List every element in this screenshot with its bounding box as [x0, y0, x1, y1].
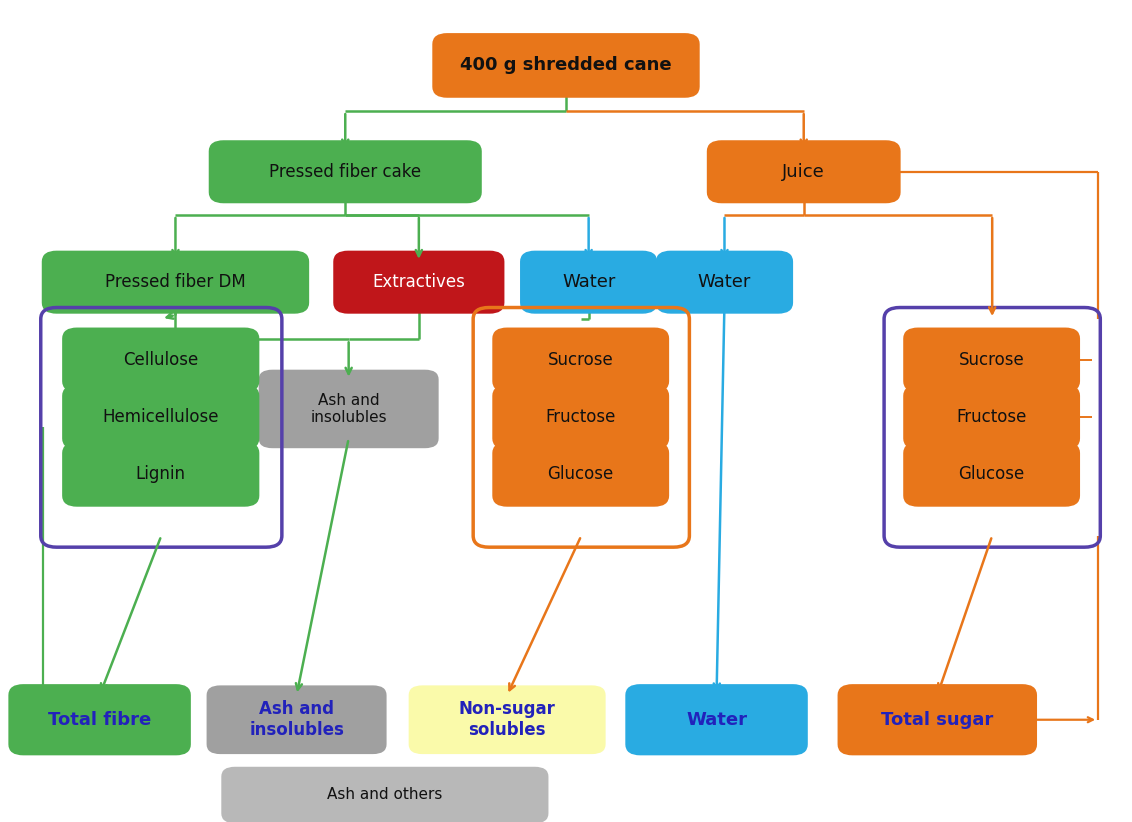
Text: Fructose: Fructose	[546, 408, 616, 426]
Text: Sucrose: Sucrose	[959, 351, 1024, 369]
Text: Sucrose: Sucrose	[548, 351, 614, 369]
Text: Water: Water	[561, 273, 616, 291]
FancyBboxPatch shape	[63, 329, 258, 391]
FancyBboxPatch shape	[709, 141, 899, 202]
FancyBboxPatch shape	[63, 386, 258, 448]
Text: Extractives: Extractives	[372, 273, 465, 291]
FancyBboxPatch shape	[409, 686, 606, 754]
Text: Juice: Juice	[782, 163, 825, 181]
Text: Pressed fiber cake: Pressed fiber cake	[269, 163, 421, 181]
Text: Lignin: Lignin	[136, 465, 186, 483]
FancyBboxPatch shape	[206, 686, 387, 754]
FancyBboxPatch shape	[43, 252, 308, 312]
Text: Total sugar: Total sugar	[881, 711, 994, 729]
Text: Water: Water	[697, 273, 752, 291]
Text: Ash and
insolubles: Ash and insolubles	[249, 700, 344, 739]
FancyBboxPatch shape	[904, 329, 1079, 391]
FancyBboxPatch shape	[434, 35, 698, 96]
Text: Ash and others: Ash and others	[327, 787, 443, 802]
FancyBboxPatch shape	[63, 443, 258, 506]
Text: Fructose: Fructose	[957, 408, 1027, 426]
FancyBboxPatch shape	[904, 386, 1079, 448]
FancyBboxPatch shape	[335, 252, 503, 312]
FancyBboxPatch shape	[839, 686, 1036, 754]
Text: Hemicellulose: Hemicellulose	[103, 408, 218, 426]
Text: 400 g shredded cane: 400 g shredded cane	[461, 57, 671, 75]
FancyBboxPatch shape	[222, 767, 549, 822]
Text: Ash and
insolubles: Ash and insolubles	[310, 393, 387, 425]
FancyBboxPatch shape	[521, 252, 657, 312]
FancyBboxPatch shape	[657, 252, 792, 312]
FancyBboxPatch shape	[9, 686, 189, 754]
FancyBboxPatch shape	[258, 370, 438, 448]
FancyBboxPatch shape	[904, 443, 1079, 506]
Text: Non-sugar
solubles: Non-sugar solubles	[458, 700, 556, 739]
FancyBboxPatch shape	[494, 329, 668, 391]
FancyBboxPatch shape	[494, 386, 668, 448]
Text: Glucose: Glucose	[959, 465, 1024, 483]
Text: Total fibre: Total fibre	[48, 711, 152, 729]
FancyBboxPatch shape	[494, 443, 668, 506]
Text: Pressed fiber DM: Pressed fiber DM	[105, 273, 246, 291]
Text: Glucose: Glucose	[548, 465, 614, 483]
Text: Water: Water	[686, 711, 747, 729]
Text: Cellulose: Cellulose	[123, 351, 198, 369]
FancyBboxPatch shape	[627, 686, 806, 754]
FancyBboxPatch shape	[211, 141, 480, 202]
